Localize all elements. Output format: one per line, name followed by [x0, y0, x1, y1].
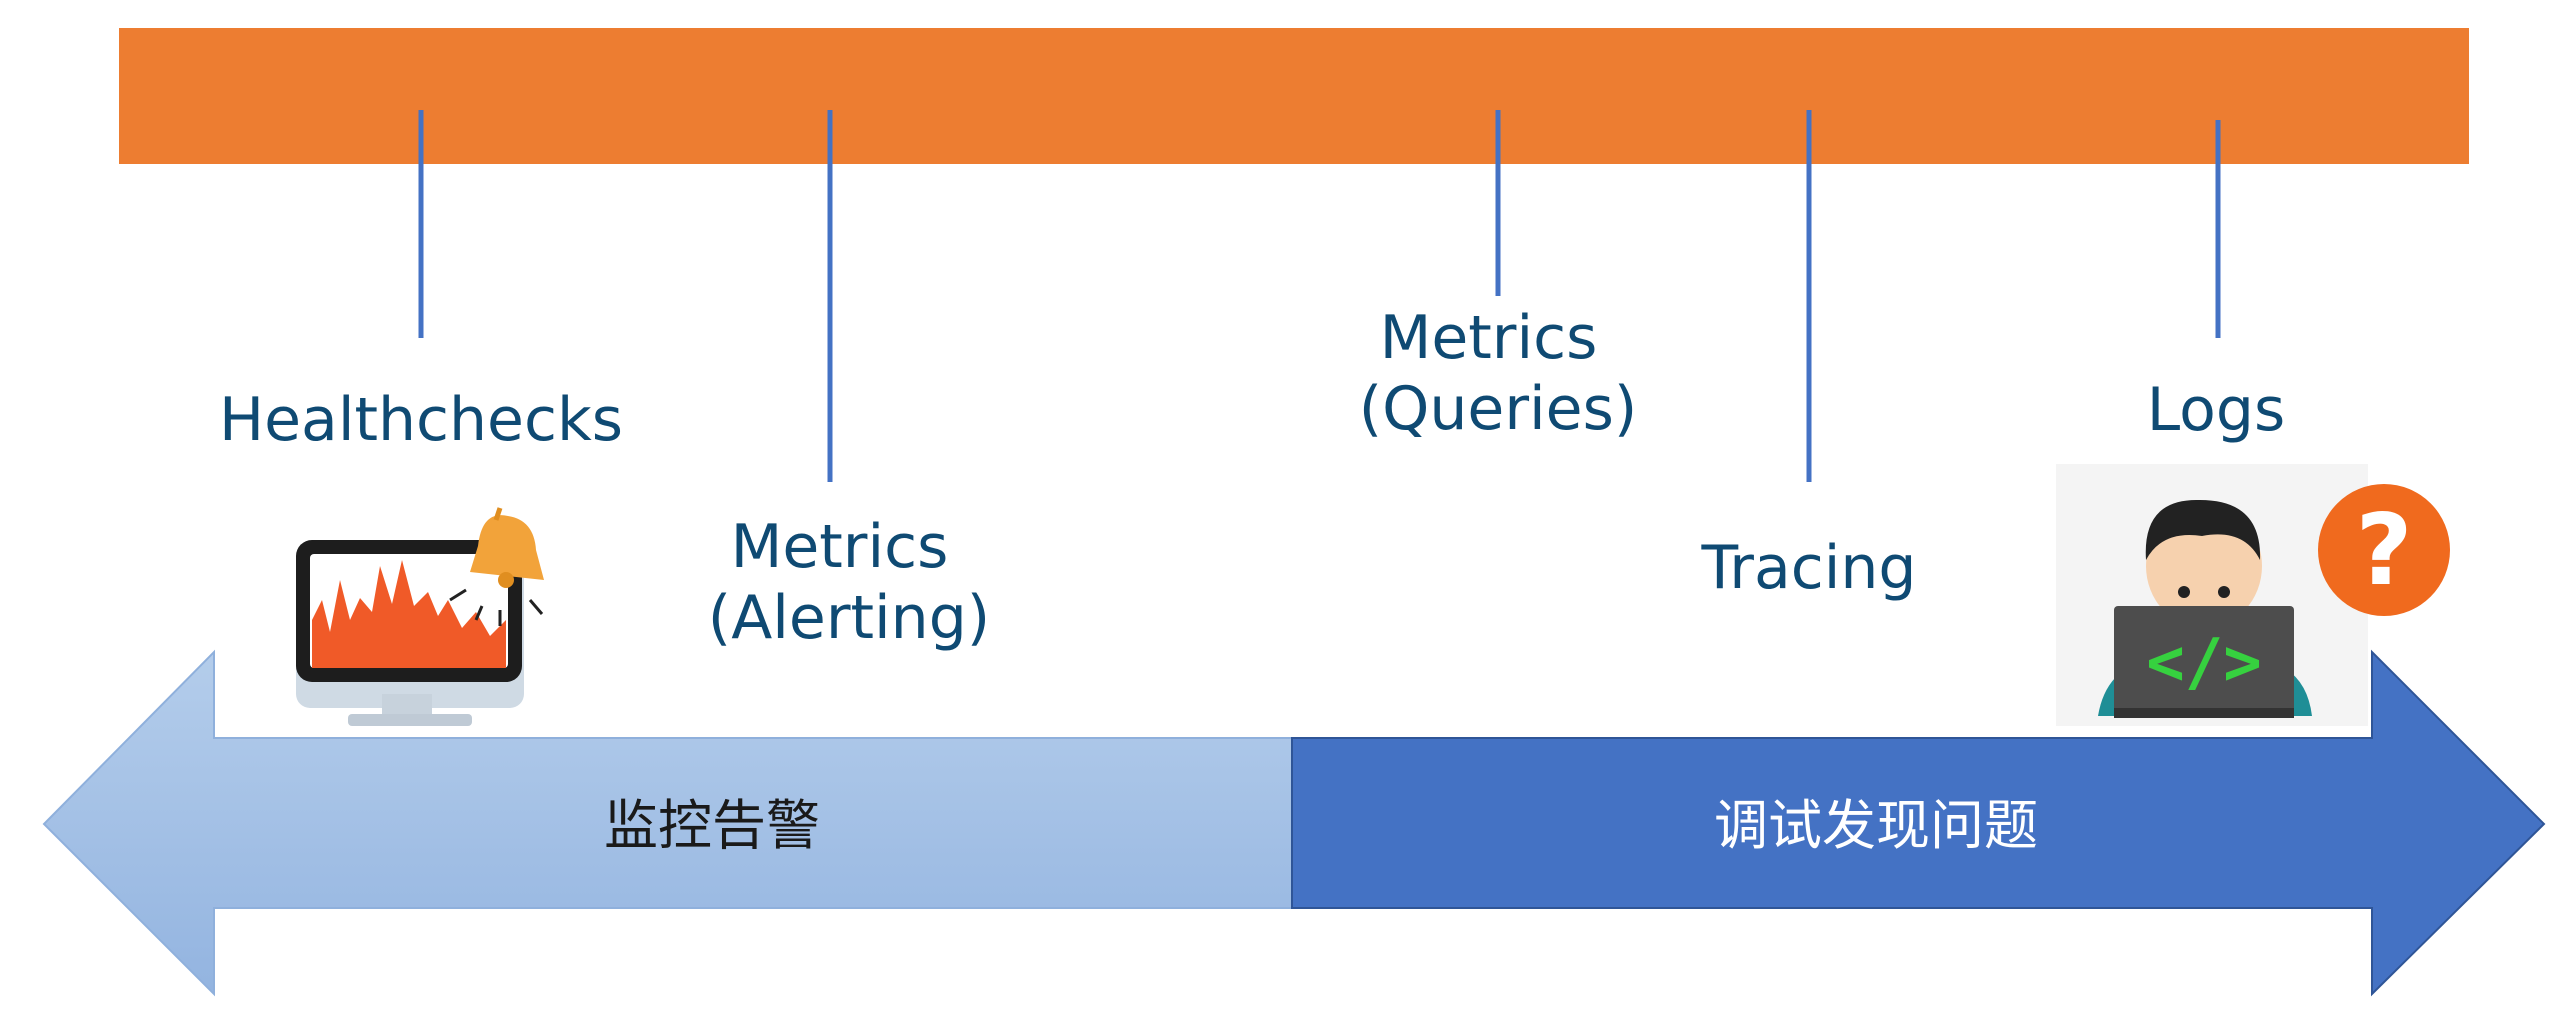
monitor-alert-icon [296, 507, 544, 726]
question-mark-icon: ? [2318, 484, 2450, 616]
top-bar [119, 28, 2469, 164]
svg-text:?: ? [2356, 494, 2413, 608]
arrow-right-half [1291, 649, 2546, 997]
arrow-right-label: 调试发现问题 [1714, 794, 2038, 857]
label-metrics-queries: Metrics (Queries) [1359, 303, 1638, 444]
arrow-left-label: 监控告警 [604, 794, 820, 857]
svg-text:</>: </> [2146, 626, 2262, 700]
label-healthchecks: Healthchecks [219, 385, 623, 455]
label-metrics-alerting: Metrics (Alerting) [708, 512, 990, 653]
label-logs: Logs [2147, 375, 2285, 445]
label-tracing: Tracing [1700, 533, 1916, 603]
developer-at-laptop-icon: </> [2056, 464, 2368, 726]
